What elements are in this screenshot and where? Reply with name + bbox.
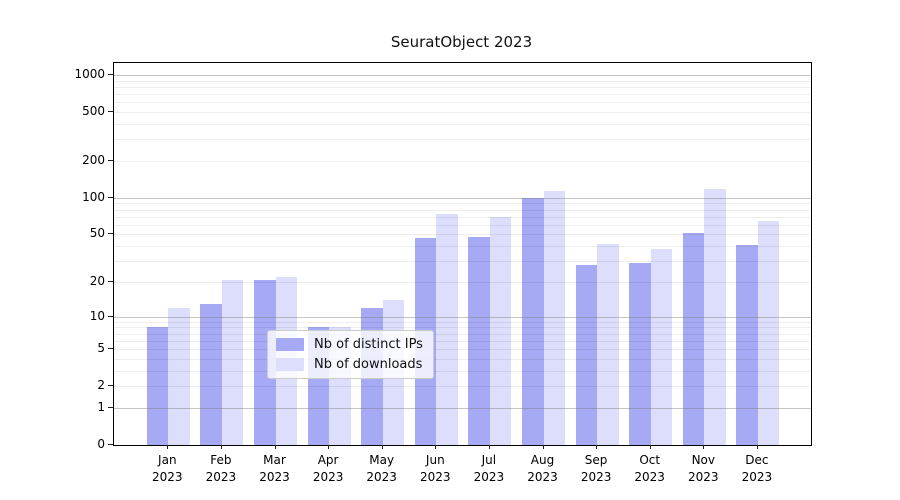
y-tick-label-100: 100 (82, 189, 105, 204)
y-tick-label-5: 5 (97, 341, 105, 355)
y-tick-mark-1 (108, 406, 113, 408)
x-tick-label-jan: Jan 2023 (152, 453, 183, 484)
bar-downloads-jan (168, 307, 190, 445)
y-tick-label-20: 20 (89, 273, 105, 288)
bar-ips-jul (468, 236, 490, 445)
legend: Nb of distinct IPs Nb of downloads (267, 330, 434, 379)
x-tick-label-apr: Apr 2023 (312, 453, 344, 484)
x-tick-label-oct: Oct 2023 (634, 453, 665, 484)
bar-downloads-sep (597, 243, 619, 445)
y-tick-mark-50 (108, 233, 113, 235)
x-tick-mark-dec (756, 445, 758, 449)
gridline-y-700 (114, 94, 811, 96)
x-tick-label-sep: Sep 2023 (580, 453, 612, 484)
x-tick-mark-nov (703, 445, 705, 449)
y-tick-label-50: 50 (89, 226, 105, 241)
y-tick-mark-1000 (108, 74, 113, 75)
x-tick-label-aug: Aug 2023 (527, 453, 558, 484)
bar-downloads-aug (543, 191, 565, 445)
y-tick-mark-10 (108, 315, 113, 317)
legend-label-ips: Nb of distinct IPs (314, 337, 423, 352)
x-tick-mark-jul (488, 445, 490, 449)
bar-ips-aug (522, 197, 544, 445)
y-tick-label-200: 200 (82, 153, 105, 167)
legend-item-downloads: Nb of downloads (276, 356, 423, 373)
x-tick-mark-jan (167, 445, 169, 449)
y-tick-mark-100 (108, 196, 113, 198)
gridline-y-300 (114, 139, 811, 141)
y-tick-label-2: 2 (97, 378, 105, 393)
gridline-y-600 (114, 102, 811, 104)
y-tick-label-1000: 1000 (74, 67, 105, 81)
x-tick-label-mar: Mar 2023 (259, 453, 290, 484)
chart-title: SeuratObject 2023 (390, 33, 533, 51)
y-tick-label-500: 500 (82, 104, 105, 119)
plot-area (113, 62, 812, 446)
x-tick-label-dec: Dec 2023 (741, 453, 773, 484)
x-tick-mark-sep (596, 445, 598, 449)
bar-downloads-nov (704, 189, 726, 445)
gridline-y-900 (114, 80, 811, 82)
x-tick-mark-jun (435, 445, 437, 449)
x-tick-label-jun: Jun 2023 (420, 453, 451, 484)
x-tick-label-may: May 2023 (366, 453, 397, 484)
bar-ips-nov (682, 233, 705, 445)
bar-downloads-jun (436, 213, 458, 445)
x-tick-mark-feb (220, 445, 222, 449)
y-tick-mark-500 (108, 111, 113, 113)
y-tick-label-10: 10 (89, 308, 105, 323)
gridline-y-400 (114, 124, 811, 125)
bar-ips-sep (575, 264, 598, 445)
y-tick-label-0: 0 (97, 437, 105, 451)
gridline-y-500 (114, 112, 811, 114)
y-tick-mark-2 (108, 385, 113, 387)
bar-downloads-jul (489, 216, 512, 445)
gridline-y-800 (114, 86, 811, 88)
y-tick-mark-0 (108, 444, 113, 445)
legend-item-ips: Nb of distinct IPs (276, 336, 423, 353)
gridline-y-200 (114, 161, 811, 162)
x-tick-mark-may (381, 445, 383, 449)
x-tick-label-feb: Feb 2023 (205, 453, 237, 484)
gridline-y-1000 (114, 75, 811, 76)
bar-downloads-feb (221, 279, 244, 445)
x-tick-mark-aug (542, 445, 544, 449)
x-tick-mark-oct (649, 445, 651, 449)
ips-swatch-icon (276, 338, 304, 351)
x-tick-label-nov: Nov 2023 (688, 453, 719, 484)
x-tick-mark-mar (274, 445, 276, 449)
bar-ips-oct (629, 262, 651, 445)
x-tick-label-jul: Jul 2023 (473, 453, 505, 484)
legend-label-downloads: Nb of downloads (314, 357, 423, 372)
downloads-swatch-icon (276, 358, 304, 371)
bar-ips-feb (200, 303, 222, 445)
y-tick-label-1: 1 (97, 399, 105, 414)
bar-ips-mar (254, 279, 276, 445)
y-tick-mark-200 (108, 160, 113, 161)
y-tick-mark-5 (108, 348, 113, 349)
x-tick-mark-apr (328, 445, 330, 449)
bar-downloads-oct (650, 248, 673, 445)
y-tick-mark-20 (108, 280, 113, 282)
bar-downloads-dec (757, 220, 780, 445)
bar-ips-dec (736, 244, 758, 445)
bar-ips-jan (146, 327, 169, 445)
